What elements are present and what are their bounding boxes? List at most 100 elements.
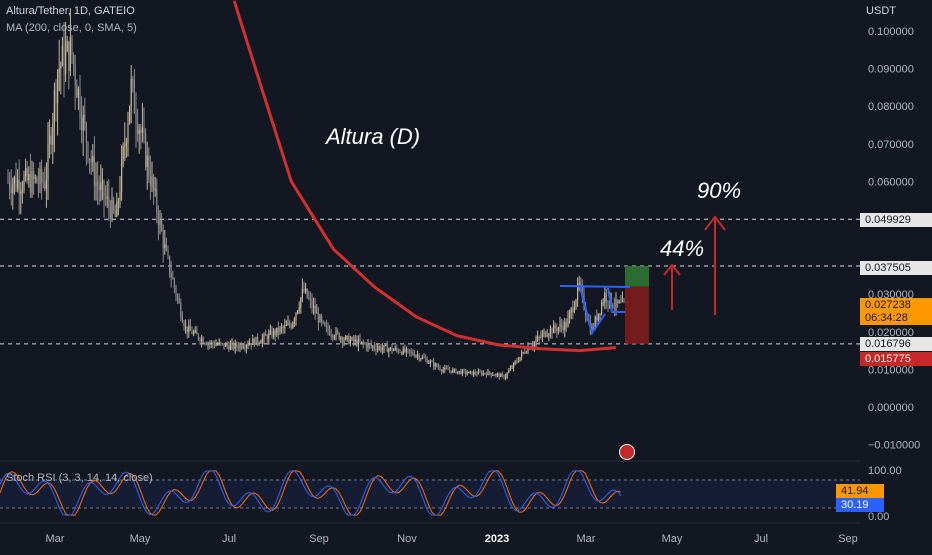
candle-body — [28, 174, 30, 181]
candle-body — [621, 299, 623, 303]
candle-body — [417, 355, 419, 357]
target-44-arrow[interactable] — [663, 263, 681, 310]
candle-body — [92, 156, 94, 163]
candle-body — [301, 288, 303, 298]
ma-200-line[interactable] — [232, 0, 616, 353]
candle-body — [297, 310, 299, 314]
candle-body — [413, 354, 415, 357]
candle-body — [370, 344, 372, 347]
candle-body — [548, 334, 550, 336]
candle-body — [321, 315, 323, 322]
candle-body — [490, 373, 492, 376]
stoch-rsi-k-line[interactable] — [0, 470, 622, 516]
candle-body — [117, 201, 119, 203]
candle-body — [271, 330, 273, 337]
candle-body — [474, 372, 476, 374]
target-zone[interactable] — [625, 265, 649, 287]
candle-body — [495, 374, 497, 376]
candle-body — [473, 372, 475, 375]
candle-body — [7, 181, 9, 183]
candle-body — [140, 130, 142, 133]
candle-body — [513, 363, 515, 368]
candle-body — [149, 175, 151, 187]
candle-body — [263, 334, 265, 339]
candle-body — [557, 327, 559, 331]
candle-body — [71, 36, 73, 55]
candle-body — [605, 292, 607, 301]
candle-body — [465, 370, 467, 374]
y-tick-label: 0.000000 — [868, 402, 914, 414]
candle-body — [581, 286, 583, 294]
candle-body — [538, 336, 540, 338]
candle-body — [261, 338, 263, 343]
candle-body — [340, 337, 342, 340]
candle-body — [554, 325, 556, 329]
rsi-d-badge: 30.19 — [836, 498, 884, 512]
candle-body — [423, 357, 425, 359]
countdown-badge: 06:34:28 — [860, 311, 932, 325]
candle-body — [335, 330, 337, 337]
candle-body — [373, 346, 375, 349]
candle-body — [76, 84, 78, 98]
candle-body — [73, 54, 75, 65]
cup-handle-pattern[interactable] — [559, 285, 631, 336]
candle-body — [469, 371, 471, 373]
candle-body — [21, 189, 23, 192]
candle-body — [108, 196, 110, 207]
candle-body — [311, 299, 313, 308]
rsi-tick-label: 100.00 — [868, 465, 902, 477]
candle-body — [87, 142, 89, 159]
candle-body — [156, 189, 158, 213]
candle-body — [186, 326, 188, 333]
stop-zone[interactable] — [625, 286, 649, 344]
candle-body — [505, 376, 507, 379]
candle-body — [210, 342, 212, 344]
candle-body — [255, 336, 257, 346]
candle-body — [217, 344, 219, 346]
candle-body — [39, 169, 41, 184]
stoch-rsi-legend[interactable]: Stoch RSI (3, 3, 14, 14, close) — [6, 472, 153, 484]
candle-body — [434, 363, 436, 367]
candle-body — [317, 312, 319, 323]
candle-body — [105, 198, 107, 200]
candle-body — [537, 336, 539, 341]
candle-body — [332, 335, 334, 338]
candle-body — [357, 339, 359, 346]
candle-body — [194, 330, 196, 333]
candle-body — [55, 90, 57, 104]
candle-body — [519, 356, 521, 362]
candle-body — [45, 179, 47, 189]
candle-body — [85, 123, 87, 143]
candle-body — [98, 185, 100, 191]
y-tick-label: 0.080000 — [868, 101, 914, 113]
candle-body — [602, 302, 604, 304]
candle-body — [175, 287, 177, 296]
ma-legend[interactable]: MA (200, close, 0, SMA, 5) — [6, 22, 137, 34]
candle-body — [500, 374, 502, 378]
candle-body — [100, 183, 102, 191]
candle-body — [404, 348, 406, 352]
candle-body — [394, 348, 396, 350]
candle-body — [308, 297, 310, 299]
symbol-legend[interactable]: Altura/Tether, 1D, GATEIO — [6, 5, 135, 17]
candle-body — [418, 355, 420, 360]
ma-value-badge: 0.015775 — [860, 352, 932, 366]
candle-body — [114, 210, 116, 217]
candle-body — [349, 339, 351, 344]
candle-body — [525, 352, 527, 354]
candle-body — [543, 331, 545, 334]
target-90-arrow[interactable] — [704, 215, 726, 315]
candle-body — [53, 90, 55, 124]
x-tick-label: Jul — [754, 533, 768, 545]
candle-body — [618, 301, 620, 304]
candle-body — [20, 191, 22, 194]
candle-body — [437, 366, 439, 368]
candle-body — [33, 171, 35, 179]
candle-body — [274, 330, 276, 335]
candle-body — [197, 333, 199, 339]
rsi-k-badge: 41.94 — [836, 484, 884, 498]
candle-body — [330, 334, 332, 336]
